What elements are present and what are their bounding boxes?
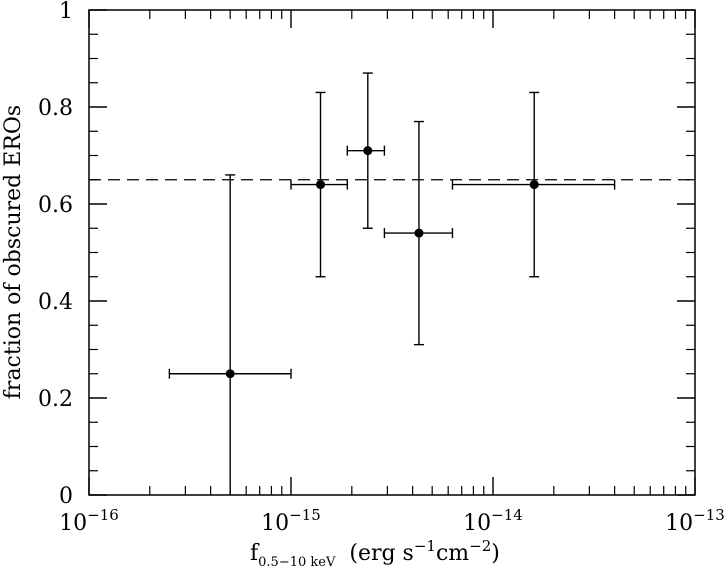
- axis-ticks: [88, 9, 696, 496]
- x-tick-exponent: −16: [87, 506, 119, 524]
- data-point: [529, 180, 539, 190]
- x-tick-label: 10−15: [261, 506, 321, 536]
- y-tick-label: 0: [59, 484, 73, 509]
- x-tick-base: 10: [665, 511, 693, 536]
- y-tick-label: 0.6: [38, 193, 73, 218]
- y-axis-title: fraction of obscured EROs: [1, 105, 26, 399]
- y-tick-label: 0.2: [38, 387, 73, 412]
- data-point-group: [383, 120, 454, 346]
- x-axis-title: f0.5−10 keV (erg s−1cm−2): [250, 537, 500, 570]
- x-axis-title-subscript: 0.5−10 keV: [258, 555, 336, 570]
- data-point: [414, 228, 424, 238]
- y-tick-label: 0.8: [38, 96, 73, 121]
- x-tick-base: 10: [59, 511, 87, 536]
- y-tick-label: 0.4: [38, 290, 73, 315]
- x-axis-title-units-exp1: −1: [414, 537, 436, 555]
- x-tick-label: 10−13: [665, 506, 725, 536]
- data-point-group: [346, 72, 386, 229]
- data-point-group: [168, 174, 292, 495]
- x-tick-exponent: −14: [491, 506, 523, 524]
- x-axis-title-units-prefix: (erg s: [349, 541, 414, 566]
- x-tick-base: 10: [463, 511, 491, 536]
- y-tick-label: 1: [59, 0, 73, 24]
- x-tick-exponent: −13: [693, 506, 725, 524]
- x-axis-title-units-exp2: −2: [469, 537, 491, 555]
- plot-frame: [88, 9, 696, 496]
- data-point: [363, 146, 373, 156]
- x-tick-base: 10: [261, 511, 289, 536]
- data-points: [168, 72, 616, 495]
- data-point: [316, 180, 326, 190]
- x-axis-title-main: f: [250, 541, 260, 566]
- data-point: [225, 369, 235, 379]
- x-axis-title-units-mid: cm: [436, 541, 469, 566]
- data-point-group: [290, 91, 349, 278]
- x-tick-label: 10−16: [59, 506, 119, 536]
- x-axis-title-units-suffix: ): [491, 541, 500, 566]
- data-point-group: [451, 91, 616, 278]
- x-tick-label: 10−14: [463, 506, 523, 536]
- x-tick-exponent: −15: [289, 506, 321, 524]
